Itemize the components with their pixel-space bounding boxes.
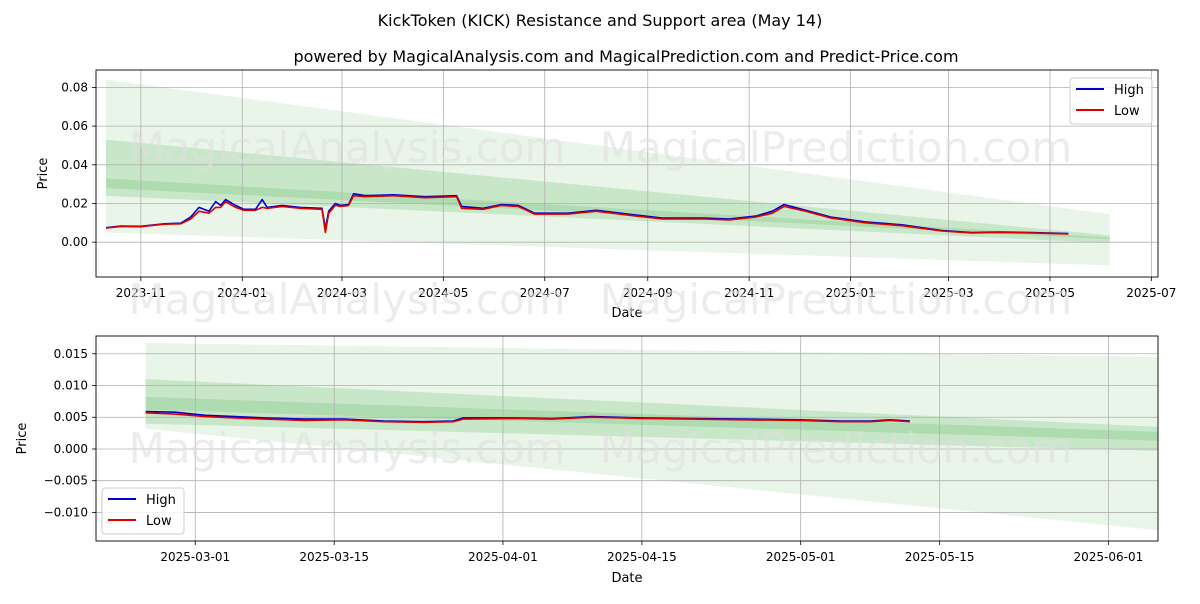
y-tick-label: 0.04 [61,158,88,172]
prediction-bands [105,79,1110,266]
series-low-line [105,194,1069,235]
watermark-analysis-top: MagicalAnalysis.com [129,123,566,172]
watermark-prediction-top: MagicalPrediction.com [600,123,1073,172]
x-tick-label: 2024-09 [623,286,673,300]
chart-title: KickToken (KICK) Resistance and Support … [378,11,823,30]
x-tick-label: 2025-07 [1126,286,1176,300]
gridlines [96,336,1158,541]
plot-frame [95,335,1159,542]
x-tick-label: 2025-03 [924,286,974,300]
x-tick-label: 2025-05-15 [905,550,975,564]
y-tick-label: −0.010 [44,505,88,519]
x-tick-label: 2025-04-15 [607,550,677,564]
y-tick-label: 0.000 [54,442,88,456]
y-tick-label: 0.06 [61,119,88,133]
legend-label-low: Low [146,514,172,529]
x-tick-label: 2025-03-01 [160,550,230,564]
y-tick-label: 0.005 [54,410,88,424]
bottom-chart-panel: 2025-03-01 2025-03-15 2025-04-01 2025-04-15… [15,335,1159,586]
x-tick-label: 2024-07 [520,286,570,300]
series-high-line [105,193,1069,235]
x-tick-label: 2024-11 [724,286,774,300]
legend: High Low [1069,77,1153,125]
x-tick-label: 2024-03 [317,286,367,300]
watermark-analysis-mid: MagicalAnalysis.com [129,275,566,324]
y-tick-label: 0.010 [54,379,88,393]
x-tick-label: 2025-01 [825,286,875,300]
watermarks: MagicalAnalysis.com MagicalPrediction.co… [129,123,1073,473]
y-tick-label: 0.08 [61,80,88,94]
watermark-prediction-bottom: MagicalPrediction.com [600,424,1073,473]
x-tick-label: 2023-11 [116,286,166,300]
x-axis-label: Date [611,306,642,321]
series-lines [145,410,910,424]
y-axis-label: Price [15,423,30,455]
plot-frame [95,69,1159,278]
y-tick-label: 0.02 [61,196,88,210]
y-axis-label: Price [36,158,51,190]
x-axis-label: Date [611,571,642,586]
legend-label-high: High [146,493,176,508]
x-tick-label: 2025-03-15 [299,550,369,564]
series-low-line [145,412,910,424]
legend-label-low: Low [1114,104,1140,119]
x-tick-label: 2025-05-01 [766,550,836,564]
prediction-band-0 [145,342,1158,531]
x-tick-label: 2024-05 [418,286,468,300]
x-tick-label: 2024-01 [217,286,267,300]
prediction-band-1 [105,139,1110,244]
legend-label-high: High [1114,83,1144,98]
x-tick-label: 2025-06-01 [1073,550,1143,564]
y-tick-label: 0.00 [61,235,88,249]
prediction-band-1 [145,379,1158,451]
y-tick-label: 0.015 [54,347,88,361]
watermark-analysis-bottom: MagicalAnalysis.com [129,424,566,473]
x-tick-label: 2025-05 [1025,286,1075,300]
watermark-prediction-mid: MagicalPrediction.com [600,275,1073,324]
legend: High Low [101,487,185,535]
series-lines [105,193,1069,235]
y-tick-label: −0.005 [44,474,88,488]
chart-subtitle: powered by MagicalAnalysis.com and Magic… [293,47,958,66]
top-chart-panel: 2023-11 2024-01 2024-03 2024-05 2024-07 2024-… [36,69,1176,321]
x-tick-label: 2025-04-01 [468,550,538,564]
